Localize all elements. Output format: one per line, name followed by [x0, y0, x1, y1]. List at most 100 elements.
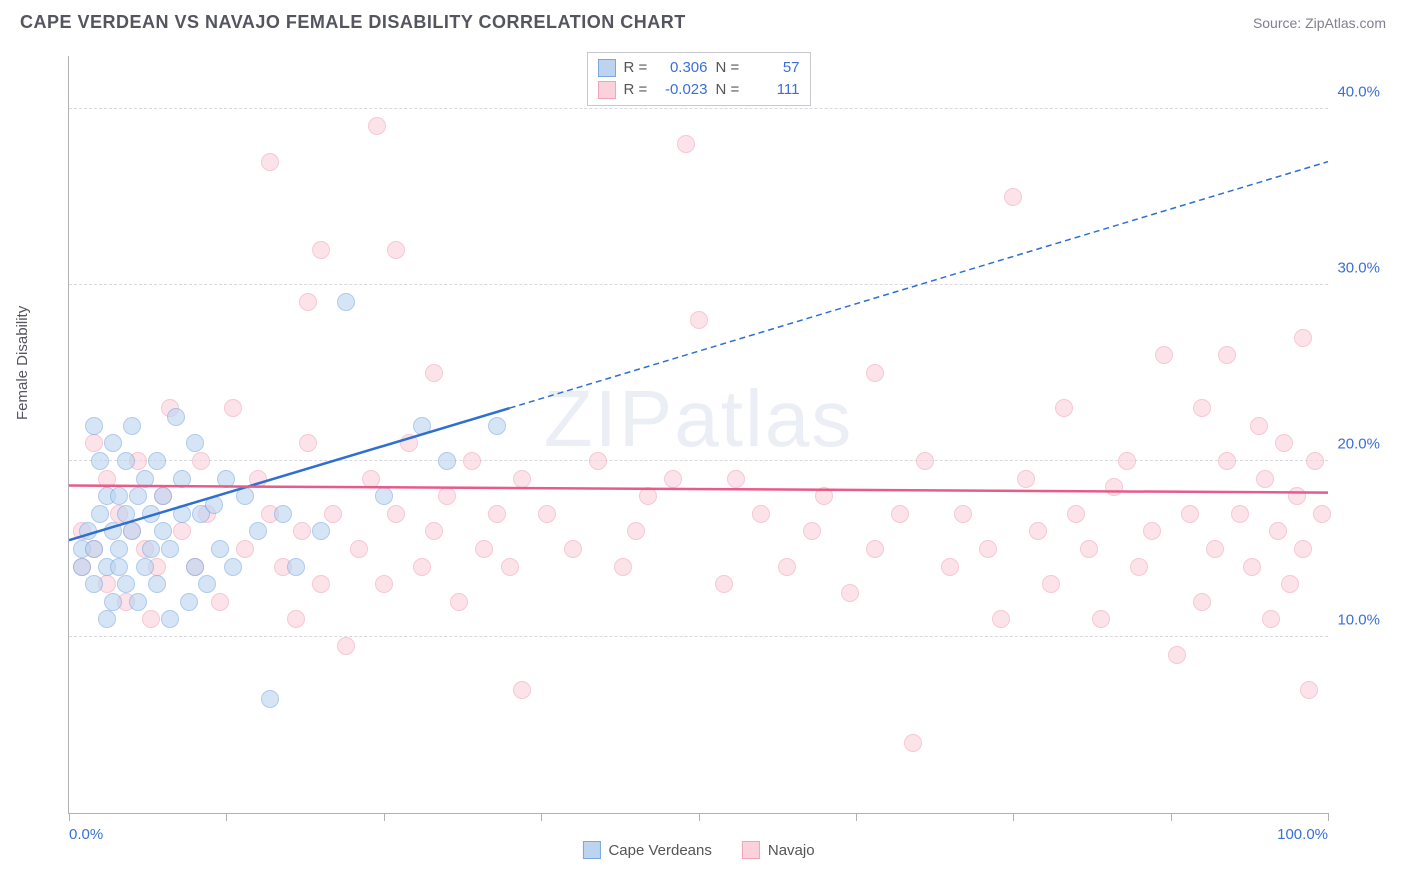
- x-tick: [856, 813, 857, 821]
- scatter-point-cape-verdeans: [173, 470, 191, 488]
- scatter-point-navajo: [627, 522, 645, 540]
- scatter-point-navajo: [438, 487, 456, 505]
- scatter-point-navajo: [1218, 452, 1236, 470]
- scatter-point-navajo: [368, 117, 386, 135]
- scatter-point-cape-verdeans: [211, 540, 229, 558]
- scatter-point-navajo: [287, 610, 305, 628]
- scatter-point-navajo: [299, 293, 317, 311]
- chart-container: Female Disability ZIPatlas R = 0.306 N =…: [20, 48, 1386, 872]
- scatter-point-navajo: [1250, 417, 1268, 435]
- gridline: [69, 108, 1328, 109]
- scatter-point-navajo: [173, 522, 191, 540]
- scatter-point-navajo: [236, 540, 254, 558]
- scatter-point-navajo: [1193, 593, 1211, 611]
- scatter-point-cape-verdeans: [136, 558, 154, 576]
- scatter-point-navajo: [803, 522, 821, 540]
- source-attribution: Source: ZipAtlas.com: [1253, 15, 1386, 31]
- scatter-point-navajo: [413, 558, 431, 576]
- scatter-point-cape-verdeans: [129, 487, 147, 505]
- scatter-point-navajo: [1118, 452, 1136, 470]
- scatter-point-navajo: [1067, 505, 1085, 523]
- scatter-point-navajo: [979, 540, 997, 558]
- scatter-point-navajo: [98, 470, 116, 488]
- scatter-point-navajo: [1017, 470, 1035, 488]
- scatter-point-cape-verdeans: [117, 575, 135, 593]
- x-tick-label: 0.0%: [69, 826, 103, 843]
- scatter-point-cape-verdeans: [217, 470, 235, 488]
- scatter-point-navajo: [891, 505, 909, 523]
- scatter-point-navajo: [904, 734, 922, 752]
- x-tick: [1013, 813, 1014, 821]
- scatter-point-cape-verdeans: [104, 522, 122, 540]
- scatter-point-navajo: [1269, 522, 1287, 540]
- scatter-point-cape-verdeans: [180, 593, 198, 611]
- scatter-point-cape-verdeans: [438, 452, 456, 470]
- scatter-point-navajo: [1243, 558, 1261, 576]
- x-tick: [1171, 813, 1172, 821]
- scatter-point-cape-verdeans: [249, 522, 267, 540]
- y-tick-label: 20.0%: [1337, 435, 1380, 452]
- scatter-point-navajo: [350, 540, 368, 558]
- scatter-point-navajo: [1004, 188, 1022, 206]
- scatter-point-navajo: [1042, 575, 1060, 593]
- legend-row-navajo: R = -0.023 N = 111: [598, 79, 800, 101]
- watermark: ZIPatlas: [544, 373, 853, 465]
- scatter-point-cape-verdeans: [274, 505, 292, 523]
- scatter-point-navajo: [463, 452, 481, 470]
- scatter-point-cape-verdeans: [186, 558, 204, 576]
- scatter-point-navajo: [916, 452, 934, 470]
- legend-row-cape-verdeans: R = 0.306 N = 57: [598, 57, 800, 79]
- scatter-point-navajo: [293, 522, 311, 540]
- scatter-point-navajo: [1168, 646, 1186, 664]
- scatter-point-navajo: [513, 681, 531, 699]
- y-tick-label: 40.0%: [1337, 83, 1380, 100]
- scatter-point-navajo: [1294, 329, 1312, 347]
- scatter-point-navajo: [475, 540, 493, 558]
- scatter-point-navajo: [1080, 540, 1098, 558]
- scatter-point-navajo: [1193, 399, 1211, 417]
- scatter-point-cape-verdeans: [161, 610, 179, 628]
- scatter-point-navajo: [1181, 505, 1199, 523]
- y-tick-label: 30.0%: [1337, 259, 1380, 276]
- scatter-point-navajo: [1262, 610, 1280, 628]
- source-link[interactable]: ZipAtlas.com: [1305, 15, 1386, 31]
- scatter-point-navajo: [1143, 522, 1161, 540]
- scatter-point-navajo: [192, 452, 210, 470]
- scatter-point-cape-verdeans: [488, 417, 506, 435]
- scatter-point-navajo: [1105, 478, 1123, 496]
- scatter-point-navajo: [299, 434, 317, 452]
- scatter-point-navajo: [425, 522, 443, 540]
- chart-header: CAPE VERDEAN VS NAVAJO FEMALE DISABILITY…: [0, 0, 1406, 41]
- scatter-point-navajo: [261, 153, 279, 171]
- scatter-point-cape-verdeans: [129, 593, 147, 611]
- legend-item-navajo: Navajo: [742, 841, 815, 859]
- scatter-point-cape-verdeans: [85, 575, 103, 593]
- scatter-point-cape-verdeans: [98, 610, 116, 628]
- scatter-point-navajo: [387, 241, 405, 259]
- scatter-point-cape-verdeans: [136, 470, 154, 488]
- scatter-point-navajo: [211, 593, 229, 611]
- scatter-point-cape-verdeans: [312, 522, 330, 540]
- scatter-point-navajo: [1294, 540, 1312, 558]
- x-tick: [226, 813, 227, 821]
- scatter-point-navajo: [1256, 470, 1274, 488]
- correlation-legend: R = 0.306 N = 57 R = -0.023 N = 111: [587, 52, 811, 106]
- x-tick: [699, 813, 700, 821]
- scatter-point-navajo: [841, 584, 859, 602]
- scatter-point-cape-verdeans: [154, 522, 172, 540]
- scatter-point-cape-verdeans: [142, 505, 160, 523]
- scatter-point-navajo: [614, 558, 632, 576]
- scatter-point-navajo: [589, 452, 607, 470]
- scatter-point-navajo: [1275, 434, 1293, 452]
- swatch-navajo: [742, 841, 760, 859]
- scatter-point-navajo: [1130, 558, 1148, 576]
- scatter-point-navajo: [513, 470, 531, 488]
- scatter-point-cape-verdeans: [148, 575, 166, 593]
- scatter-point-navajo: [727, 470, 745, 488]
- scatter-point-cape-verdeans: [261, 690, 279, 708]
- scatter-point-cape-verdeans: [236, 487, 254, 505]
- scatter-point-cape-verdeans: [85, 417, 103, 435]
- scatter-point-navajo: [501, 558, 519, 576]
- scatter-point-navajo: [425, 364, 443, 382]
- scatter-point-navajo: [324, 505, 342, 523]
